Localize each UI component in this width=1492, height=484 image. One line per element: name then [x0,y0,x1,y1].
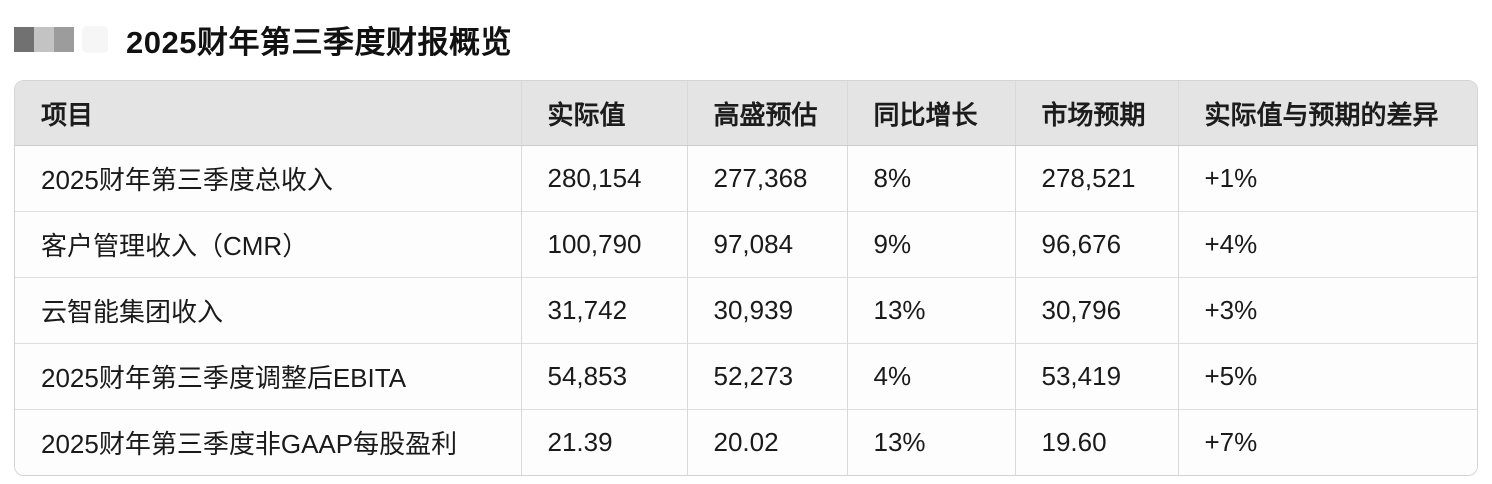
cell-actual: 31,742 [520,277,687,344]
cell-yoy-growth: 8% [846,145,1015,212]
cell-item: 2025财年第三季度非GAAP每股盈利 [15,409,521,475]
cell-yoy-growth: 4% [846,343,1015,410]
redacted-logo-block-3 [54,26,74,52]
cell-goldman-estimate: 97,084 [686,211,847,278]
cell-diff: +5% [1177,343,1477,410]
cell-diff: +7% [1177,409,1477,475]
cell-diff: +4% [1177,211,1477,278]
col-header-diff: 实际值与预期的差异 [1177,81,1477,146]
table-row: 2025财年第三季度非GAAP每股盈利 21.39 20.02 13% 19.6… [15,409,1477,475]
cell-actual: 280,154 [520,145,687,212]
redacted-logo-block-4 [82,25,108,53]
cell-goldman-estimate: 20.02 [686,409,847,475]
cell-market-expectation: 53,419 [1014,343,1178,410]
col-header-item: 项目 [15,81,521,146]
cell-market-expectation: 278,521 [1014,145,1178,212]
cell-goldman-estimate: 52,273 [686,343,847,410]
cell-item: 云智能集团收入 [15,277,521,344]
table-row: 2025财年第三季度调整后EBITA 54,853 52,273 4% 53,4… [15,343,1477,410]
cell-market-expectation: 96,676 [1014,211,1178,278]
cell-diff: +3% [1177,277,1477,344]
financial-summary-table: 项目 实际值 高盛预估 同比增长 市场预期 实际值与预期的差异 2025财年第三… [14,80,1478,476]
page-header: 2025财年第三季度财报概览 [0,0,1492,62]
cell-item: 2025财年第三季度总收入 [15,145,521,212]
col-header-goldman-estimate: 高盛预估 [686,81,847,146]
cell-market-expectation: 30,796 [1014,277,1178,344]
table-row: 客户管理收入（CMR） 100,790 97,084 9% 96,676 +4% [15,211,1477,278]
redacted-logo-block-2 [34,26,54,52]
cell-actual: 100,790 [520,211,687,278]
cell-yoy-growth: 13% [846,409,1015,475]
cell-yoy-growth: 13% [846,277,1015,344]
cell-actual: 21.39 [520,409,687,475]
table-row: 云智能集团收入 31,742 30,939 13% 30,796 +3% [15,277,1477,344]
page-title: 2025财年第三季度财报概览 [126,24,512,60]
cell-yoy-growth: 9% [846,211,1015,278]
cell-diff: +1% [1177,145,1477,212]
redacted-logo [14,25,108,53]
cell-market-expectation: 19.60 [1014,409,1178,475]
col-header-actual: 实际值 [520,81,687,146]
cell-actual: 54,853 [520,343,687,410]
col-header-yoy-growth: 同比增长 [846,81,1015,146]
cell-item: 客户管理收入（CMR） [15,211,521,278]
cell-goldman-estimate: 30,939 [686,277,847,344]
table-row: 2025财年第三季度总收入 280,154 277,368 8% 278,521… [15,145,1477,212]
col-header-market-expectation: 市场预期 [1014,81,1178,146]
cell-goldman-estimate: 277,368 [686,145,847,212]
cell-item: 2025财年第三季度调整后EBITA [15,343,521,410]
table-header-row: 项目 实际值 高盛预估 同比增长 市场预期 实际值与预期的差异 [15,81,1477,146]
redacted-logo-block-1 [14,26,34,52]
